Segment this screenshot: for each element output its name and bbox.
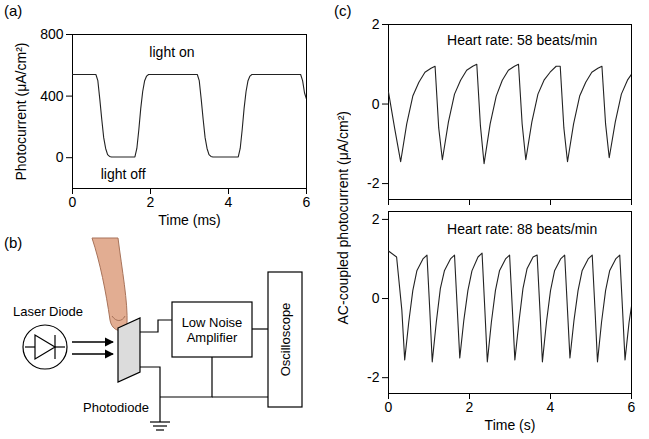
svg-text:4: 4: [547, 399, 555, 415]
svg-text:6: 6: [303, 194, 311, 210]
svg-text:light on: light on: [149, 44, 194, 60]
svg-text:-2: -2: [367, 369, 380, 385]
svg-text:2: 2: [372, 211, 380, 227]
svg-text:Oscilloscope: Oscilloscope: [278, 303, 293, 377]
svg-text:0: 0: [69, 194, 77, 210]
svg-text:0: 0: [56, 149, 64, 165]
svg-text:4: 4: [225, 194, 233, 210]
svg-text:Photocurrent (μA/cm²): Photocurrent (μA/cm²): [13, 43, 29, 181]
svg-text:Time (s): Time (s): [485, 417, 536, 433]
svg-text:Low NoiseAmplifier: Low NoiseAmplifier: [182, 315, 243, 345]
svg-text:400: 400: [40, 88, 64, 104]
html-text:(a): (a): [4, 2, 23, 19]
svg-text:Photodiode: Photodiode: [83, 400, 149, 415]
svg-text:2: 2: [372, 16, 380, 32]
svg-text:Heart rate: 58 beats/min: Heart rate: 58 beats/min: [447, 32, 597, 48]
svg-text:2: 2: [147, 194, 155, 210]
svg-text:0: 0: [385, 399, 393, 415]
svg-text:Heart rate: 88 beats/min: Heart rate: 88 beats/min: [447, 221, 597, 237]
svg-text:0: 0: [372, 96, 380, 112]
html-text:(c): (c): [334, 2, 352, 19]
svg-text:light off: light off: [101, 166, 146, 182]
svg-text:2: 2: [466, 399, 474, 415]
svg-text:0: 0: [372, 290, 380, 306]
svg-text:800: 800: [40, 26, 64, 42]
svg-text:-2: -2: [367, 175, 380, 191]
svg-text:6: 6: [628, 399, 636, 415]
svg-text:Laser Diode: Laser Diode: [13, 304, 83, 319]
svg-text:Time (ms): Time (ms): [158, 212, 220, 228]
html-text:AC-coupled photocurrent (μA/cm: AC-coupled photocurrent (μA/cm²): [335, 110, 351, 325]
svg-text:(b): (b): [4, 234, 22, 251]
